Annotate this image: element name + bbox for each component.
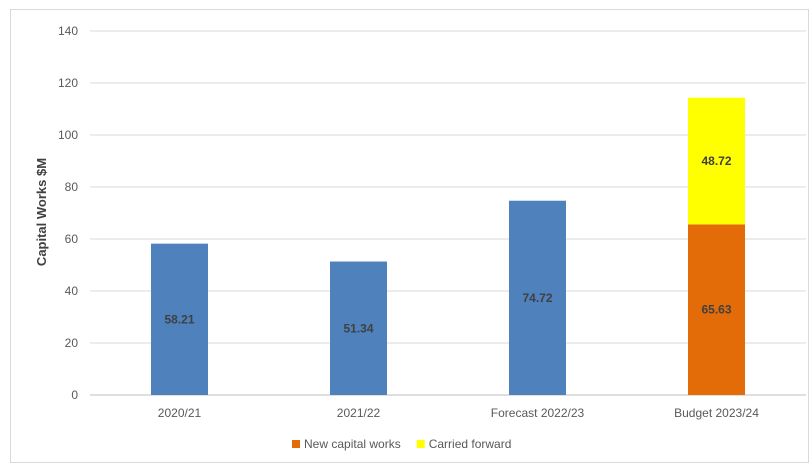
bar bbox=[688, 224, 745, 395]
data-label: 51.34 bbox=[343, 321, 373, 335]
y-tick-label: 120 bbox=[58, 76, 78, 90]
data-label: 74.72 bbox=[522, 291, 552, 305]
bar bbox=[509, 200, 566, 395]
data-label: 48.72 bbox=[701, 154, 731, 168]
x-tick-label: Forecast 2022/23 bbox=[491, 406, 585, 420]
data-labels: 58.21 51.34 74.72 65.63 48.72 bbox=[164, 154, 731, 335]
x-axis-ticks: 2020/21 2021/22 Forecast 2022/23 Budget 202… bbox=[158, 406, 759, 420]
data-label: 65.63 bbox=[701, 303, 731, 317]
legend-label: New capital works bbox=[304, 437, 401, 451]
legend-label: Carried forward bbox=[429, 437, 512, 451]
y-axis-ticks: 0 20 40 60 80 100 120 140 bbox=[58, 24, 78, 402]
data-label: 58.21 bbox=[164, 312, 194, 326]
bar bbox=[688, 97, 745, 225]
x-tick-label: 2020/21 bbox=[158, 406, 202, 420]
y-tick-label: 20 bbox=[65, 336, 79, 350]
legend-swatch bbox=[416, 440, 425, 448]
y-axis-label: Capital Works $M bbox=[34, 158, 49, 266]
y-tick-label: 60 bbox=[65, 232, 79, 246]
x-tick-label: 2021/22 bbox=[337, 406, 381, 420]
y-tick-label: 0 bbox=[71, 388, 78, 402]
legend-swatch bbox=[292, 440, 300, 448]
gridlines bbox=[90, 30, 806, 396]
legend: New capital works Carried forward bbox=[292, 437, 511, 451]
y-tick-label: 80 bbox=[65, 180, 79, 194]
y-tick-label: 100 bbox=[58, 128, 78, 142]
x-tick-label: Budget 2023/24 bbox=[674, 406, 759, 420]
bar bbox=[330, 261, 387, 395]
bars bbox=[151, 97, 745, 395]
y-tick-label: 140 bbox=[58, 24, 78, 38]
bar bbox=[151, 243, 208, 395]
y-tick-label: 40 bbox=[65, 284, 79, 298]
chart-frame bbox=[10, 9, 809, 463]
